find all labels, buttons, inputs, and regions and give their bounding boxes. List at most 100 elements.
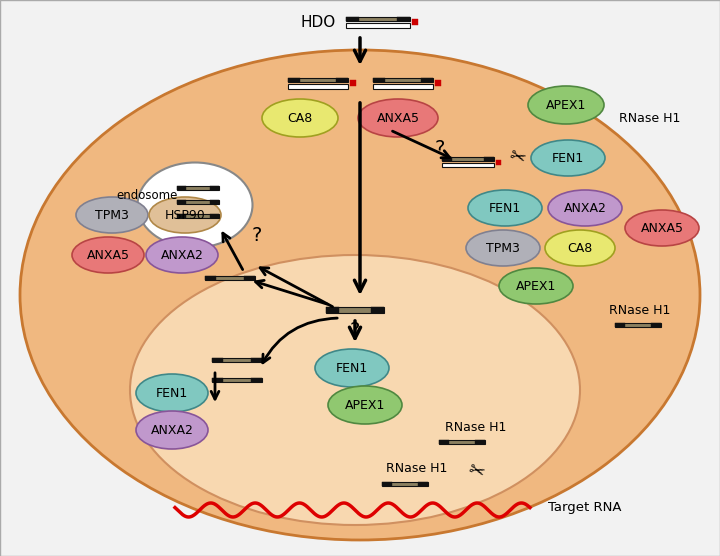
- Bar: [651, 323, 661, 327]
- Bar: [177, 214, 186, 218]
- Ellipse shape: [136, 411, 208, 449]
- Text: endosome: endosome: [117, 188, 178, 201]
- Bar: [373, 84, 433, 88]
- Bar: [484, 157, 494, 161]
- Text: TPM3: TPM3: [95, 208, 129, 221]
- Text: ANXA5: ANXA5: [377, 112, 420, 125]
- Bar: [350, 80, 356, 86]
- Ellipse shape: [531, 140, 605, 176]
- Text: ANXA5: ANXA5: [641, 221, 683, 235]
- Text: ✂: ✂: [465, 459, 487, 483]
- Bar: [346, 17, 410, 21]
- Ellipse shape: [468, 190, 542, 226]
- Ellipse shape: [548, 190, 622, 226]
- Text: RNase H1: RNase H1: [387, 461, 448, 474]
- Bar: [210, 214, 219, 218]
- Text: CA8: CA8: [287, 112, 312, 125]
- Ellipse shape: [466, 230, 540, 266]
- Text: HSP90: HSP90: [165, 208, 205, 221]
- Bar: [439, 440, 449, 444]
- Ellipse shape: [76, 197, 148, 233]
- Ellipse shape: [328, 386, 402, 424]
- Text: FEN1: FEN1: [156, 386, 188, 400]
- Text: FEN1: FEN1: [552, 151, 584, 165]
- Bar: [251, 358, 262, 362]
- Bar: [210, 186, 219, 190]
- Text: TPM3: TPM3: [486, 241, 520, 255]
- Bar: [205, 276, 255, 280]
- Bar: [288, 77, 348, 82]
- Ellipse shape: [528, 86, 604, 124]
- Bar: [412, 19, 418, 25]
- Text: APEX1: APEX1: [516, 280, 556, 292]
- Text: ANXA5: ANXA5: [86, 249, 130, 261]
- Bar: [205, 276, 216, 280]
- Bar: [382, 482, 392, 486]
- Bar: [397, 17, 410, 21]
- Text: FEN1: FEN1: [489, 201, 521, 215]
- Text: APEX1: APEX1: [345, 399, 385, 411]
- Bar: [496, 160, 501, 165]
- Text: ?: ?: [350, 320, 360, 340]
- Bar: [435, 80, 441, 86]
- Ellipse shape: [499, 268, 573, 304]
- Ellipse shape: [138, 162, 253, 247]
- Text: ?: ?: [252, 226, 262, 245]
- Bar: [615, 323, 625, 327]
- Bar: [244, 276, 255, 280]
- Text: ANXA2: ANXA2: [161, 249, 204, 261]
- Ellipse shape: [149, 197, 221, 233]
- Text: ✂: ✂: [506, 145, 528, 168]
- Bar: [382, 482, 428, 486]
- Ellipse shape: [20, 50, 700, 540]
- Bar: [177, 200, 186, 204]
- Bar: [212, 358, 223, 362]
- Text: ?: ?: [435, 138, 445, 157]
- Bar: [439, 440, 485, 444]
- Text: RNase H1: RNase H1: [609, 304, 671, 316]
- Bar: [326, 307, 384, 312]
- Ellipse shape: [262, 99, 338, 137]
- Text: ANXA2: ANXA2: [150, 424, 194, 436]
- Bar: [288, 77, 300, 82]
- Bar: [177, 214, 219, 218]
- Bar: [442, 157, 494, 161]
- Bar: [210, 200, 219, 204]
- Bar: [288, 84, 348, 88]
- Ellipse shape: [72, 237, 144, 273]
- Text: Target RNA: Target RNA: [548, 502, 621, 514]
- Bar: [212, 378, 223, 382]
- Bar: [326, 307, 339, 312]
- Bar: [177, 200, 219, 204]
- Ellipse shape: [136, 374, 208, 412]
- Bar: [442, 163, 494, 167]
- Ellipse shape: [358, 99, 438, 137]
- Ellipse shape: [315, 349, 389, 387]
- Ellipse shape: [545, 230, 615, 266]
- Text: APEX1: APEX1: [546, 98, 586, 112]
- Text: CA8: CA8: [567, 241, 593, 255]
- Bar: [177, 186, 186, 190]
- Bar: [346, 23, 410, 27]
- Bar: [372, 307, 384, 312]
- Text: RNase H1: RNase H1: [445, 420, 507, 434]
- Bar: [615, 323, 661, 327]
- Bar: [421, 77, 433, 82]
- Bar: [373, 77, 385, 82]
- Bar: [346, 17, 359, 21]
- Bar: [212, 378, 262, 382]
- Bar: [475, 440, 485, 444]
- Ellipse shape: [625, 210, 699, 246]
- Bar: [336, 77, 348, 82]
- Ellipse shape: [130, 255, 580, 525]
- Bar: [251, 378, 262, 382]
- Text: HDO: HDO: [300, 14, 336, 29]
- Ellipse shape: [146, 237, 218, 273]
- Bar: [418, 482, 428, 486]
- Bar: [373, 77, 433, 82]
- Bar: [177, 186, 219, 190]
- Bar: [212, 358, 262, 362]
- Text: ANXA2: ANXA2: [564, 201, 606, 215]
- Bar: [442, 157, 452, 161]
- Text: RNase H1: RNase H1: [619, 112, 680, 125]
